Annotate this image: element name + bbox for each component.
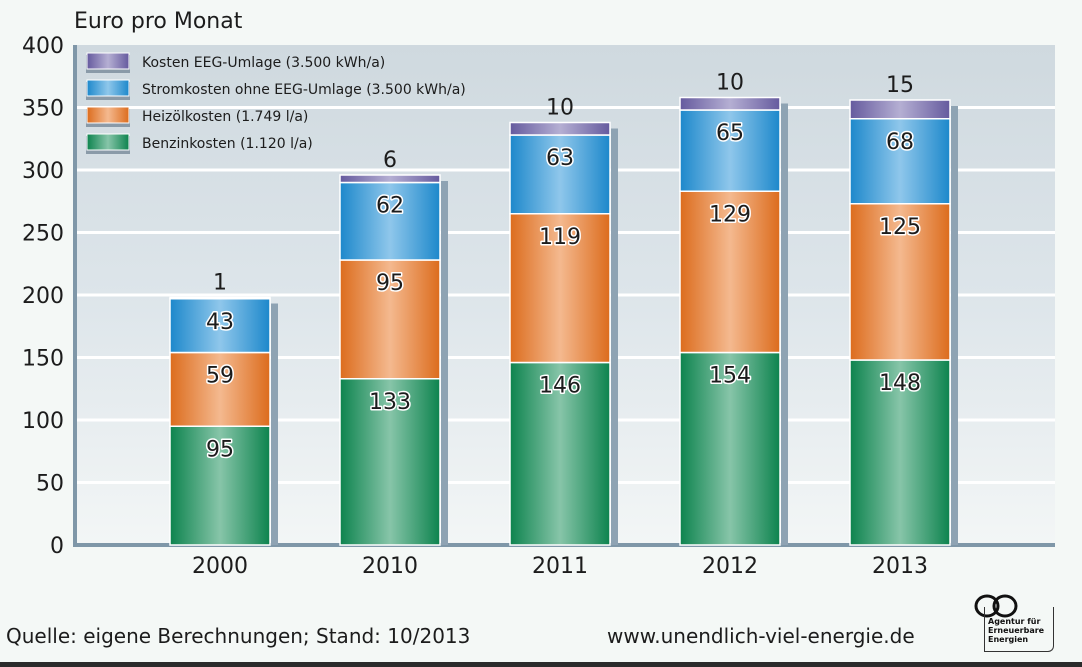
y-tick-label: 50 (36, 472, 64, 497)
data-label: 10 (716, 71, 744, 96)
legend-label: Benzinkosten (1.120 l/a) (142, 136, 313, 152)
bar-shadow (781, 103, 788, 545)
website-link[interactable]: www.unendlich-viel-energie.de (607, 624, 915, 648)
data-label: 65 (716, 121, 744, 146)
bar-segment (169, 296, 271, 300)
bar-segment (339, 174, 441, 184)
bar-shadow (951, 106, 958, 545)
data-label: 59 (206, 364, 234, 389)
bottom-border (0, 662, 1082, 667)
bar-segment (849, 118, 951, 205)
x-tick-label: 2000 (192, 554, 248, 579)
logo-line: Energien (988, 635, 1029, 644)
bar-segment (849, 359, 951, 546)
bar-segment (509, 213, 611, 364)
y-axis-label: Euro pro Monat (74, 9, 243, 34)
bar-segment (679, 109, 781, 192)
bar-segment (509, 121, 611, 136)
y-tick-label: 150 (22, 347, 64, 372)
source-note: Quelle: eigene Berechnungen; Stand: 10/2… (6, 624, 471, 648)
y-tick-label: 0 (50, 534, 64, 559)
data-label: 148 (879, 371, 921, 396)
logo-text: Agentur für Erneuerbare Energien (988, 617, 1052, 644)
data-label: 10 (546, 96, 574, 121)
data-label: 63 (546, 146, 574, 171)
data-label: 146 (539, 374, 581, 399)
legend-swatch (86, 52, 130, 70)
bar-shadow (611, 128, 618, 545)
x-tick-label: 2012 (702, 554, 758, 579)
bar-shadow (441, 181, 448, 545)
bar-segment (169, 425, 271, 546)
data-label: 1 (213, 271, 227, 296)
data-label: 43 (206, 310, 234, 335)
x-tick-label: 2013 (872, 554, 928, 579)
data-label: 119 (539, 225, 581, 250)
data-label: 133 (369, 390, 411, 415)
data-label: 95 (376, 271, 404, 296)
y-tick-label: 350 (22, 97, 64, 122)
y-tick-label: 250 (22, 222, 64, 247)
logo-frame (984, 607, 1054, 652)
infinity-icon (974, 594, 1018, 618)
bar-segment (849, 99, 951, 120)
legend-swatch (86, 79, 130, 97)
logo-line: Agentur für (988, 617, 1041, 626)
x-tick-label: 2011 (532, 554, 588, 579)
logo-line: Erneuerbare (988, 626, 1045, 635)
y-tick-label: 100 (22, 409, 64, 434)
bar-segment (339, 259, 441, 380)
y-tick-label: 400 (22, 34, 64, 59)
legend-label: Kosten EEG-Umlage (3.500 kWh/a) (142, 55, 385, 71)
bar-segment (849, 203, 951, 361)
y-tick-label: 300 (22, 159, 64, 184)
legend-swatch (86, 106, 130, 124)
legend-swatch (86, 133, 130, 151)
y-tick-label: 200 (22, 284, 64, 309)
aee-logo: Agentur für Erneuerbare Energien (972, 593, 1074, 659)
bar-segment (339, 181, 441, 261)
data-label: 129 (709, 202, 751, 227)
legend-label: Heizölkosten (1.749 l/a) (142, 109, 308, 125)
data-label: 154 (709, 364, 751, 389)
bar-shadow (271, 303, 278, 545)
bar-segment (679, 190, 781, 354)
data-label: 95 (206, 437, 234, 462)
legend-label: Stromkosten ohne EEG-Umlage (3.500 kWh/a… (142, 82, 466, 98)
data-label: 15 (886, 73, 914, 98)
data-label: 62 (376, 194, 404, 219)
x-tick-label: 2010 (362, 554, 418, 579)
data-label: 68 (886, 130, 914, 155)
bar-segment (679, 351, 781, 546)
bar-segment (509, 361, 611, 546)
bar-segment (679, 96, 781, 111)
data-label: 125 (879, 215, 921, 240)
data-label: 6 (383, 148, 397, 173)
